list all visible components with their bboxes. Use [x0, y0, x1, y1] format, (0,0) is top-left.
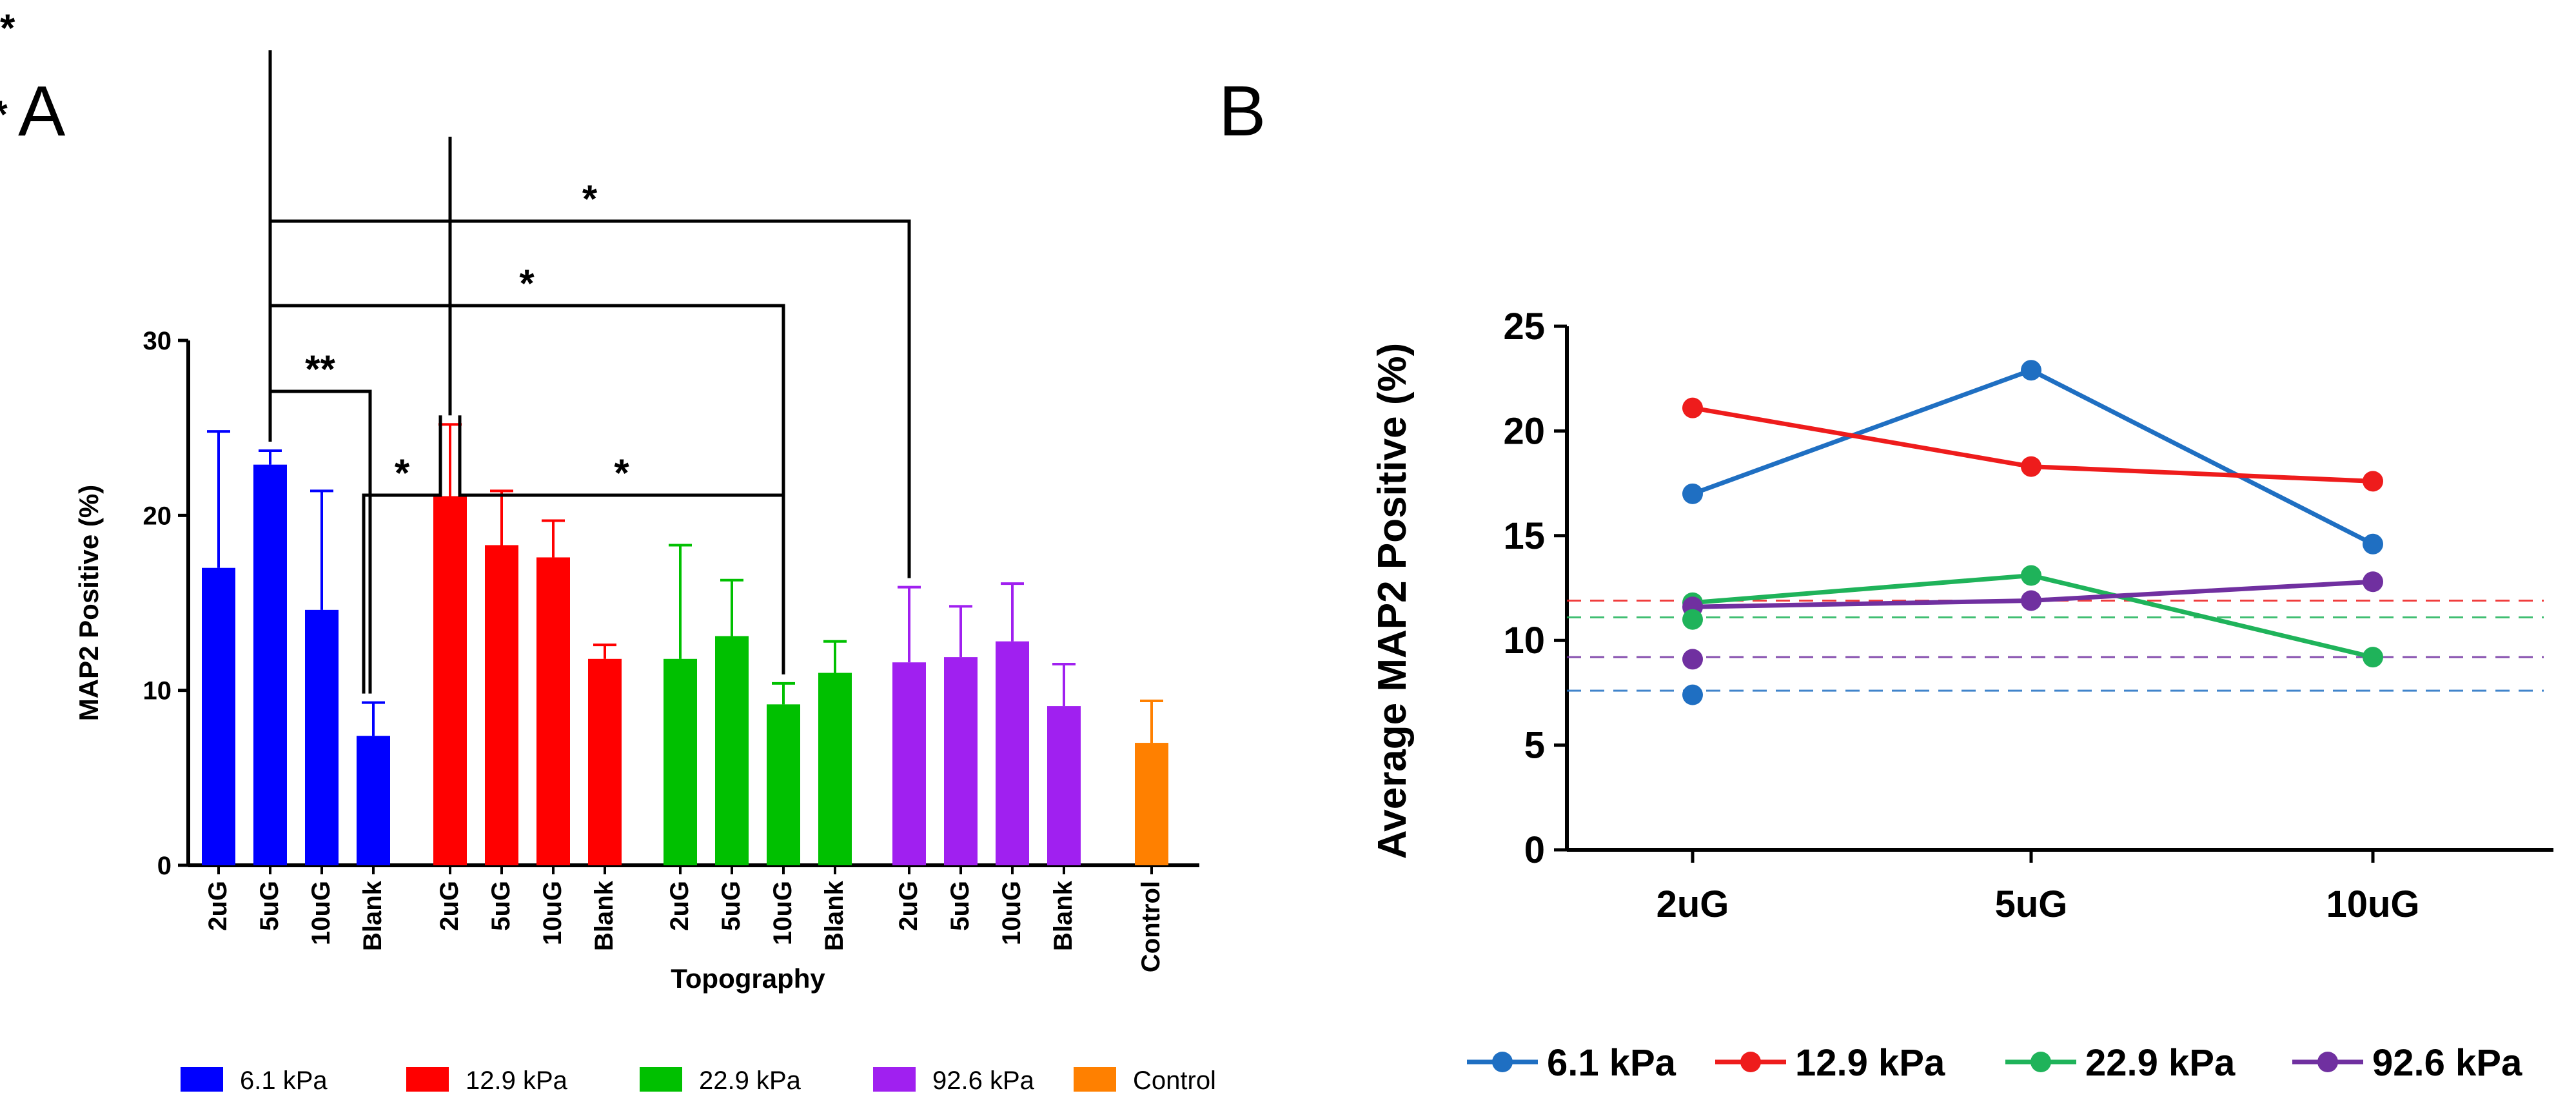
panel-a-bar-chart: 0 10 20 30 2uG 5uG 10uG Blank 2uG 5uG 10uG Blank 2uG… — [0, 6, 1216, 1095]
bar — [485, 545, 518, 865]
legend-swatch — [640, 1067, 682, 1092]
bar — [715, 636, 749, 865]
x-tick-label: 5uG — [946, 881, 974, 931]
significance-stars: ** — [0, 6, 15, 50]
legend-marker — [2317, 1052, 2338, 1072]
significance-bracket — [268, 304, 785, 674]
legend-label: Control — [1133, 1066, 1216, 1095]
series-point — [1682, 397, 1703, 418]
series-point — [2021, 360, 2041, 381]
legend-swatch — [1074, 1067, 1116, 1092]
x-tick-label: 2uG — [665, 881, 694, 931]
x-axis-title: Topography — [671, 963, 825, 994]
bar — [664, 658, 697, 865]
blank-point — [1682, 684, 1703, 705]
bar — [253, 464, 287, 865]
y-tick-label: 0 — [1524, 829, 1545, 871]
legend-label: 92.6 kPa — [932, 1066, 1035, 1095]
y-tick-label: 5 — [1524, 725, 1545, 767]
blank-point — [1682, 609, 1703, 630]
y-tick-label: 20 — [143, 502, 172, 530]
x-tick-label: 2uG — [435, 881, 464, 931]
y-tick-label: 30 — [143, 327, 172, 355]
legend-label: 92.6 kPa — [2372, 1042, 2522, 1084]
y-axis-title: MAP2 Positive (%) — [74, 485, 104, 721]
bar — [767, 704, 800, 865]
legend-label: 6.1 kPa — [1547, 1042, 1676, 1084]
significance-bracket — [458, 415, 785, 674]
x-tick-label: Blank — [359, 880, 387, 951]
x-tick-label: Blank — [820, 880, 849, 951]
panel-b-label: B — [1219, 72, 1266, 151]
x-tick-label: 10uG — [307, 881, 335, 945]
x-tick-label: 2uG — [1657, 883, 1729, 925]
legend-marker — [1492, 1052, 1513, 1072]
significance-bracket — [268, 219, 911, 578]
significance-stars: * — [614, 451, 629, 495]
bar — [536, 557, 570, 865]
bar — [433, 496, 467, 865]
series-point — [2363, 471, 2383, 492]
legend-swatch — [181, 1067, 223, 1092]
y-tick-label: 20 — [1503, 410, 1545, 452]
y-tick-label: 15 — [1503, 515, 1545, 557]
bar — [305, 609, 339, 865]
bar — [818, 673, 852, 865]
y-axis-title: Average MAP2 Positive (%) — [1370, 343, 1415, 859]
legend-swatch — [406, 1067, 449, 1092]
x-tick-label: Control — [1137, 881, 1165, 972]
series-point — [1682, 483, 1703, 504]
significance-bracket — [268, 389, 372, 694]
x-tick-label: 5uG — [1995, 883, 2068, 925]
series-point — [2363, 571, 2383, 593]
significance-stars: ** — [305, 348, 335, 391]
y-tick-label: 10 — [143, 677, 172, 705]
legend-swatch — [873, 1067, 916, 1092]
significance-stars: * — [0, 93, 8, 136]
x-tick-label: 5uG — [255, 881, 284, 931]
legend-label: 12.9 kPa — [1795, 1042, 1945, 1084]
legend-label: 6.1 kPa — [240, 1066, 328, 1095]
legend-label: 22.9 kPa — [699, 1066, 801, 1095]
x-tick-label: 10uG — [998, 881, 1026, 945]
series-point — [2021, 590, 2041, 611]
x-tick-label: 10uG — [538, 881, 567, 945]
x-tick-label: 5uG — [487, 881, 515, 931]
significance-stars: * — [395, 451, 410, 495]
y-tick-label: 10 — [1503, 620, 1545, 662]
x-tick-label: Blank — [590, 880, 618, 951]
y-tick-label: 0 — [157, 852, 172, 880]
legend-marker — [2030, 1052, 2051, 1072]
legend-label: 22.9 kPa — [2085, 1042, 2236, 1084]
bar — [202, 567, 235, 865]
legend-marker — [1740, 1052, 1761, 1072]
bar — [944, 657, 978, 865]
x-tick-label: 2uG — [894, 881, 923, 931]
x-tick-label: 10uG — [769, 881, 797, 945]
x-tick-label: Blank — [1049, 880, 1077, 951]
significance-stars: * — [582, 177, 598, 221]
series-point — [2363, 533, 2383, 555]
x-tick-label: 5uG — [717, 881, 745, 931]
panel-a-label: A — [18, 72, 66, 151]
series-point — [2021, 456, 2041, 477]
bar — [892, 662, 926, 865]
bar — [357, 736, 390, 865]
x-tick-label: 10uG — [2326, 883, 2419, 925]
x-tick-label: 2uG — [204, 881, 232, 931]
panel-b-line-chart: 0 5 10 15 20 25 2uG 5uG 10uG Average MAP2 Positiv… — [1370, 306, 2553, 1084]
significance-stars: * — [519, 262, 535, 305]
blank-point — [1682, 649, 1703, 670]
bar — [1135, 743, 1168, 865]
bar — [588, 658, 622, 865]
series-point — [2363, 647, 2383, 668]
y-tick-label: 25 — [1503, 306, 1545, 348]
bar — [996, 641, 1029, 865]
bar — [1047, 706, 1081, 865]
legend-label: 12.9 kPa — [466, 1066, 568, 1095]
significance-bracket — [362, 415, 442, 694]
series-point — [2021, 565, 2041, 586]
